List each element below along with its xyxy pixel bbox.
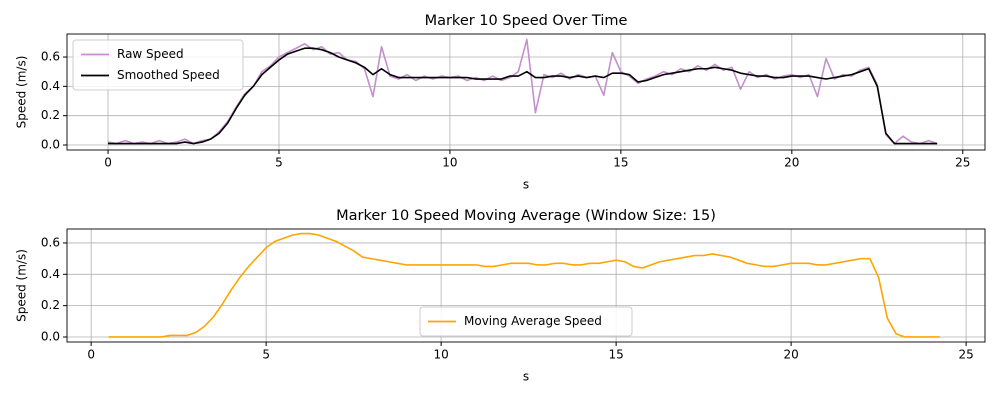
y-axis-label: Speed (m/s)	[15, 56, 29, 129]
y-tick-label: 0.2	[41, 298, 60, 312]
legend: Raw Speed Smoothed Speed	[72, 39, 244, 91]
legend-label: Moving Average Speed	[464, 314, 602, 328]
x-tick-label: 25	[955, 156, 970, 170]
x-axis-label: s	[523, 370, 529, 384]
y-axis-label: Speed (m/s)	[15, 249, 29, 322]
x-tick-label: 5	[275, 156, 283, 170]
x-tick-label: 10	[433, 348, 448, 362]
y-tick-label: 0.0	[41, 329, 60, 343]
x-tick-label: 15	[613, 156, 628, 170]
legend-box	[419, 306, 633, 337]
y-tick-label: 0.2	[41, 108, 60, 122]
y-tick-label: 0.4	[41, 267, 60, 281]
legend-label: Smoothed Speed	[117, 68, 220, 82]
legend-box	[72, 39, 244, 91]
chart-title: Marker 10 Speed Moving Average (Window S…	[336, 208, 716, 224]
x-tick-label: 10	[442, 156, 457, 170]
x-tick-label: 5	[262, 348, 270, 362]
y-tick-label: 0.0	[41, 138, 60, 152]
x-tick-label: 20	[784, 156, 799, 170]
data-line	[107, 38, 938, 145]
y-tick-label: 0.4	[41, 79, 60, 93]
data-line	[108, 232, 940, 338]
y-tick-label: 0.6	[41, 235, 60, 249]
x-tick-label: 0	[104, 156, 112, 170]
x-tick-label: 20	[783, 348, 798, 362]
y-tick-label: 0.6	[41, 50, 60, 64]
x-tick-label: 0	[87, 348, 95, 362]
plot-frame	[66, 33, 986, 151]
data-line	[108, 47, 938, 145]
legend: Moving Average Speed	[419, 306, 633, 337]
x-axis-label: s	[523, 178, 529, 192]
plot-frame	[66, 228, 986, 343]
x-tick-label: 15	[608, 348, 623, 362]
legend-label: Raw Speed	[117, 47, 184, 61]
chart-title: Marker 10 Speed Over Time	[425, 13, 628, 29]
x-tick-label: 25	[958, 348, 973, 362]
